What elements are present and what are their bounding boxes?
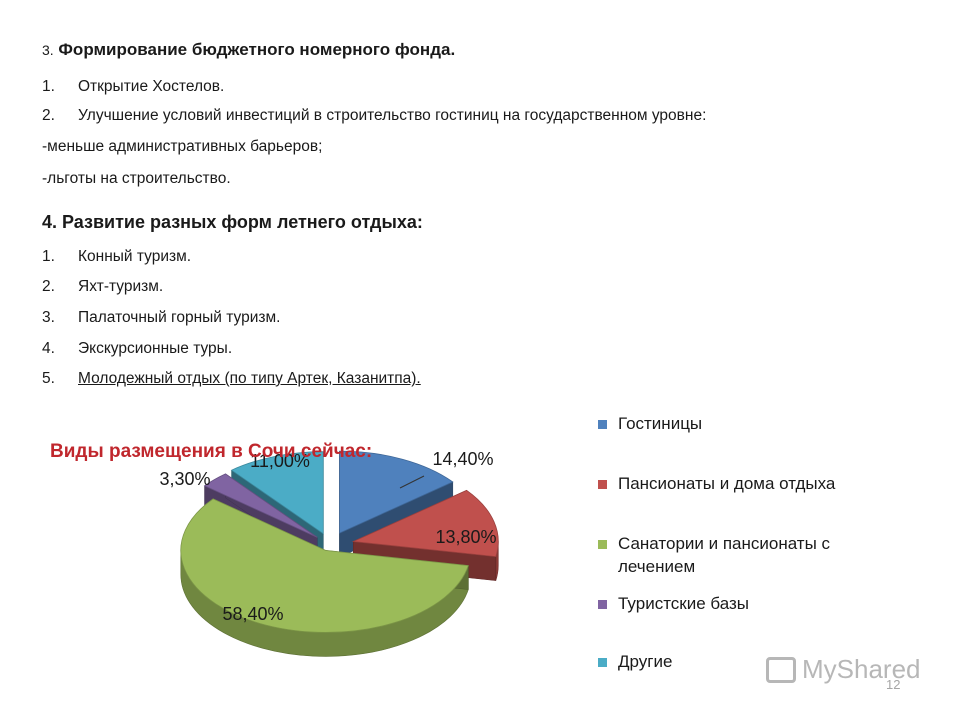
chart-title: Виды размещения в Сочи сейчас:	[50, 441, 373, 462]
leader-line	[399, 475, 425, 489]
section-3-title: Формирование бюджетного номерного фонда.	[58, 40, 456, 59]
item-number: 4.	[42, 340, 55, 357]
legend-label: Пансионаты и дома отдыха	[618, 474, 836, 493]
item-text: Яхт-туризм.	[78, 278, 164, 295]
pie-slice-top	[351, 489, 499, 558]
item-text: Палаточный горный туризм.	[78, 309, 281, 326]
legend-swatch	[598, 540, 607, 549]
pie-slice-top	[339, 450, 454, 534]
legend-label: Санатории и пансионаты с лечением	[618, 534, 831, 576]
section-3-subitem: -льготы на строительство.	[42, 170, 231, 187]
data-label: 13,80%	[435, 527, 496, 547]
myshared-logo-icon	[766, 657, 796, 683]
legend-label: Гостиницы	[618, 414, 703, 433]
section-3-item: 2. Улучшение условий инвестиций в строите…	[42, 107, 706, 125]
item-number: 2.	[42, 107, 55, 124]
item-number: 1.	[42, 248, 55, 265]
item-text: Молодежный отдых (по типу Артек, Казанит…	[78, 370, 421, 387]
section-3-number: 3.	[42, 42, 54, 58]
pie-slice-top	[230, 451, 324, 535]
watermark: MyShared	[766, 654, 921, 685]
watermark-text: MyShared	[802, 654, 921, 684]
pie-slice	[180, 498, 469, 657]
section-3-subitem: -меньше административных барьеров;	[42, 138, 323, 155]
item-text: Улучшение условий инвестиций в строитель…	[78, 107, 707, 124]
data-label: 3,30%	[159, 469, 210, 489]
section-4-item: 5. Молодежный отдых (по типу Артек, Казан…	[42, 370, 421, 388]
data-label: 58,40%	[222, 604, 283, 624]
item-number: 3.	[42, 309, 55, 326]
section-4-item: 1. Конный туризм.	[42, 248, 191, 266]
data-label: 11,00%	[250, 451, 310, 471]
data-label: 14,40%	[432, 449, 493, 469]
item-number: 1.	[42, 78, 55, 95]
section-4-title: 4. Развитие разных форм летнего отдыха:	[42, 212, 423, 232]
item-text: Экскурсионные туры.	[78, 340, 233, 357]
pie-slice-top	[180, 498, 469, 633]
item-number: 5.	[42, 370, 55, 387]
section-4-item: 4. Экскурсионные туры.	[42, 340, 232, 358]
legend-swatch	[598, 600, 607, 609]
legend-swatch	[598, 480, 607, 489]
legend-swatch	[598, 658, 607, 667]
section-4-item: 2. Яхт-туризм.	[42, 278, 163, 296]
item-number: 2.	[42, 278, 55, 295]
section-4-item: 3. Палаточный горный туризм.	[42, 309, 280, 327]
section-3-heading: 3. Формирование бюджетного номерного фон…	[42, 40, 455, 60]
legend-label: Другие	[618, 652, 673, 671]
legend-label: Туристские базы	[618, 594, 750, 613]
pie-slice-top	[203, 473, 318, 538]
section-3-item: 1. Открытие Хостелов.	[42, 78, 224, 96]
page-number: 12	[886, 677, 901, 692]
legend-swatch	[598, 420, 607, 429]
item-text: Конный туризм.	[78, 248, 192, 265]
item-text: Открытие Хостелов.	[78, 78, 225, 95]
